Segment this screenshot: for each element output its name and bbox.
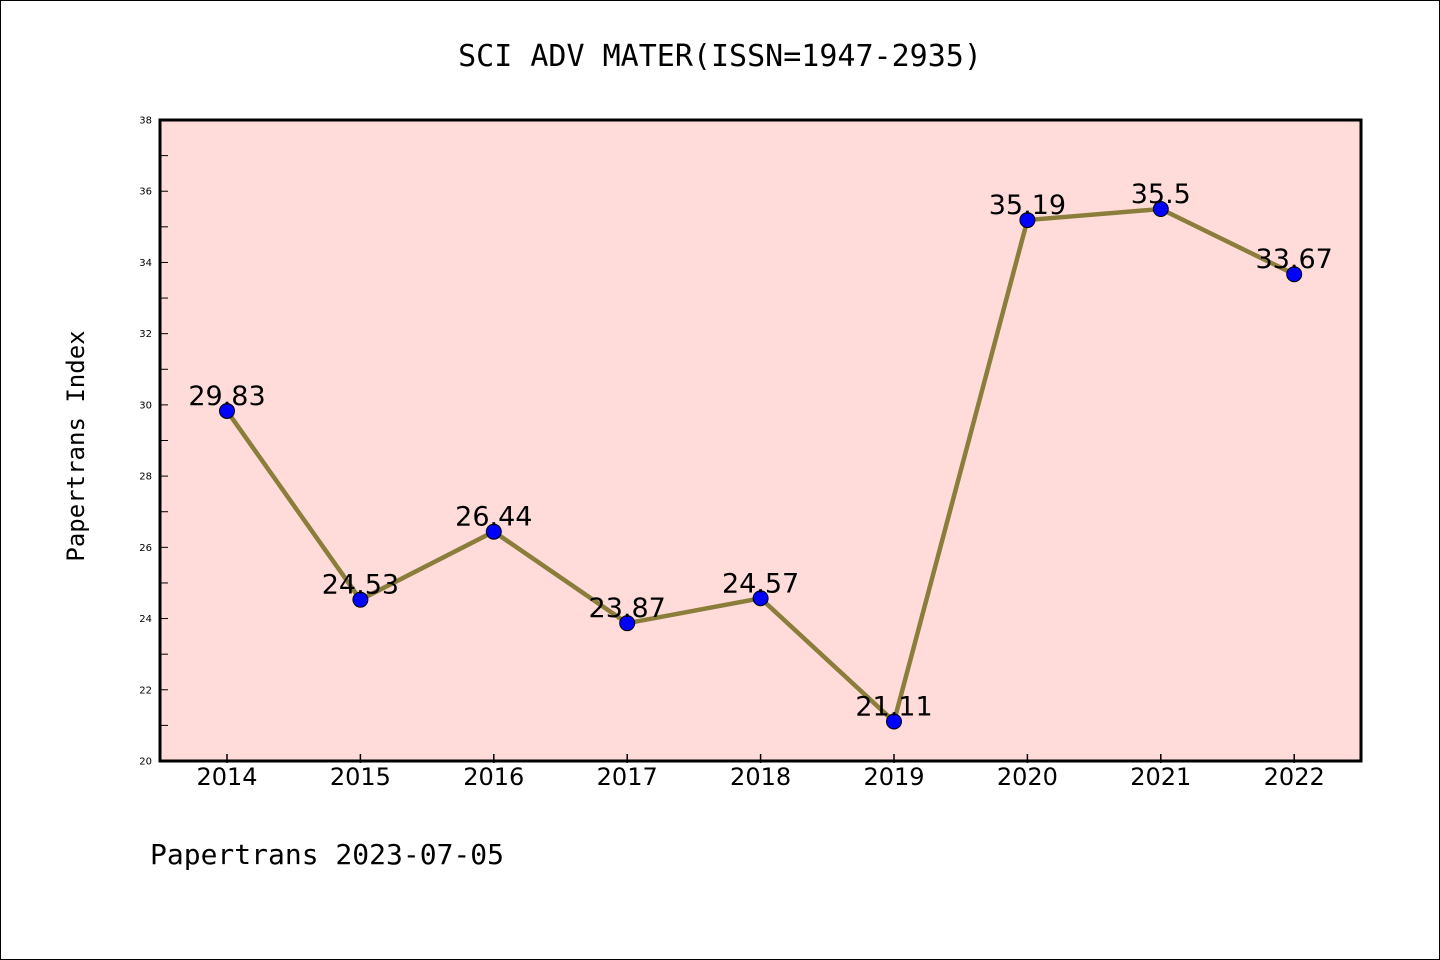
y-tick-label: 22 xyxy=(139,685,152,696)
x-tick-label: 2014 xyxy=(196,763,257,791)
x-tick-label: 2022 xyxy=(1264,763,1325,791)
data-label: 24.57 xyxy=(722,568,799,599)
x-tick-label: 2021 xyxy=(1130,763,1191,791)
series-points-group xyxy=(219,201,1303,730)
data-label: 35.19 xyxy=(989,190,1066,221)
y-tick-label: 28 xyxy=(139,472,152,483)
x-tick-label: 2019 xyxy=(863,763,924,791)
data-point xyxy=(619,615,636,632)
y-axis-label: Papertrans Index xyxy=(62,330,90,561)
y-tick-label: 24 xyxy=(139,614,152,625)
data-point xyxy=(1286,266,1303,283)
y-tick-label: 20 xyxy=(139,757,152,768)
data-label: 26.44 xyxy=(455,502,532,533)
x-axis-ticks: 2014 2015 2016 2017 2018 2019 2020 2021 2022 xyxy=(196,754,1325,791)
data-label: 21.11 xyxy=(855,691,932,722)
data-label: 29.83 xyxy=(188,381,265,412)
data-point xyxy=(1019,212,1036,229)
data-point xyxy=(1152,201,1169,218)
y-tick-label: 30 xyxy=(139,400,152,411)
plot-area xyxy=(160,120,1361,761)
data-labels-group: 29.83 24.53 26.44 23.87 24.57 21.11 35.19 35.5 3… xyxy=(188,179,1332,722)
y-tick-label: 32 xyxy=(139,329,152,340)
x-tick-label: 2020 xyxy=(997,763,1058,791)
chart-title: SCI ADV MATER(ISSN=1947-2935) xyxy=(458,39,982,74)
data-point xyxy=(219,402,235,419)
footer-date: Papertrans 2023-07-05 xyxy=(150,838,504,871)
y-tick-label: 36 xyxy=(139,187,152,198)
x-tick-label: 2015 xyxy=(330,763,391,791)
data-label: 23.87 xyxy=(589,593,666,624)
data-label: 33.67 xyxy=(1256,244,1333,275)
y-tick-label: 34 xyxy=(139,258,152,269)
data-label: 24.53 xyxy=(322,570,399,601)
data-label: 35.5 xyxy=(1131,179,1191,210)
data-point xyxy=(886,713,902,730)
x-tick-label: 2016 xyxy=(463,763,524,791)
y-tick-label: 38 xyxy=(139,116,152,127)
x-tick-label: 2017 xyxy=(597,763,658,791)
x-tick-label: 2018 xyxy=(730,763,791,791)
data-point xyxy=(485,523,502,540)
y-tick-label: 26 xyxy=(139,543,152,554)
data-point xyxy=(352,591,369,608)
data-point xyxy=(752,590,769,607)
plot-border xyxy=(158,118,1363,763)
